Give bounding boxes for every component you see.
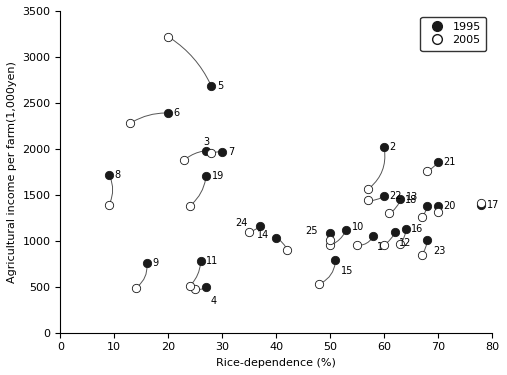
Text: 17: 17	[487, 200, 499, 210]
Text: 7: 7	[228, 147, 234, 157]
Text: 13: 13	[406, 192, 418, 202]
Text: 11: 11	[206, 256, 219, 266]
X-axis label: Rice-dependence (%): Rice-dependence (%)	[216, 358, 336, 368]
Text: 18: 18	[405, 195, 417, 206]
Text: 15: 15	[341, 266, 353, 276]
Text: 1: 1	[377, 242, 384, 252]
Text: 20: 20	[444, 201, 456, 211]
Text: 16: 16	[411, 224, 423, 234]
Text: 19: 19	[211, 171, 224, 182]
Text: 10: 10	[352, 222, 364, 232]
Text: 5: 5	[217, 81, 223, 92]
Text: 22: 22	[389, 191, 402, 201]
Text: 6: 6	[174, 108, 180, 118]
Y-axis label: Agricultural income per farm(1,000yen): Agricultural income per farm(1,000yen)	[7, 61, 17, 283]
Legend: 1995, 2005: 1995, 2005	[420, 16, 486, 51]
Text: 24: 24	[235, 218, 247, 228]
Text: 23: 23	[433, 246, 445, 256]
Text: 25: 25	[305, 226, 317, 236]
Text: 9: 9	[152, 258, 158, 268]
Text: 14: 14	[257, 230, 269, 240]
Text: 4: 4	[210, 296, 216, 306]
Text: 21: 21	[444, 157, 456, 167]
Text: 3: 3	[203, 137, 209, 147]
Text: 8: 8	[115, 170, 121, 180]
Text: 12: 12	[399, 238, 411, 248]
Text: 2: 2	[389, 142, 396, 152]
